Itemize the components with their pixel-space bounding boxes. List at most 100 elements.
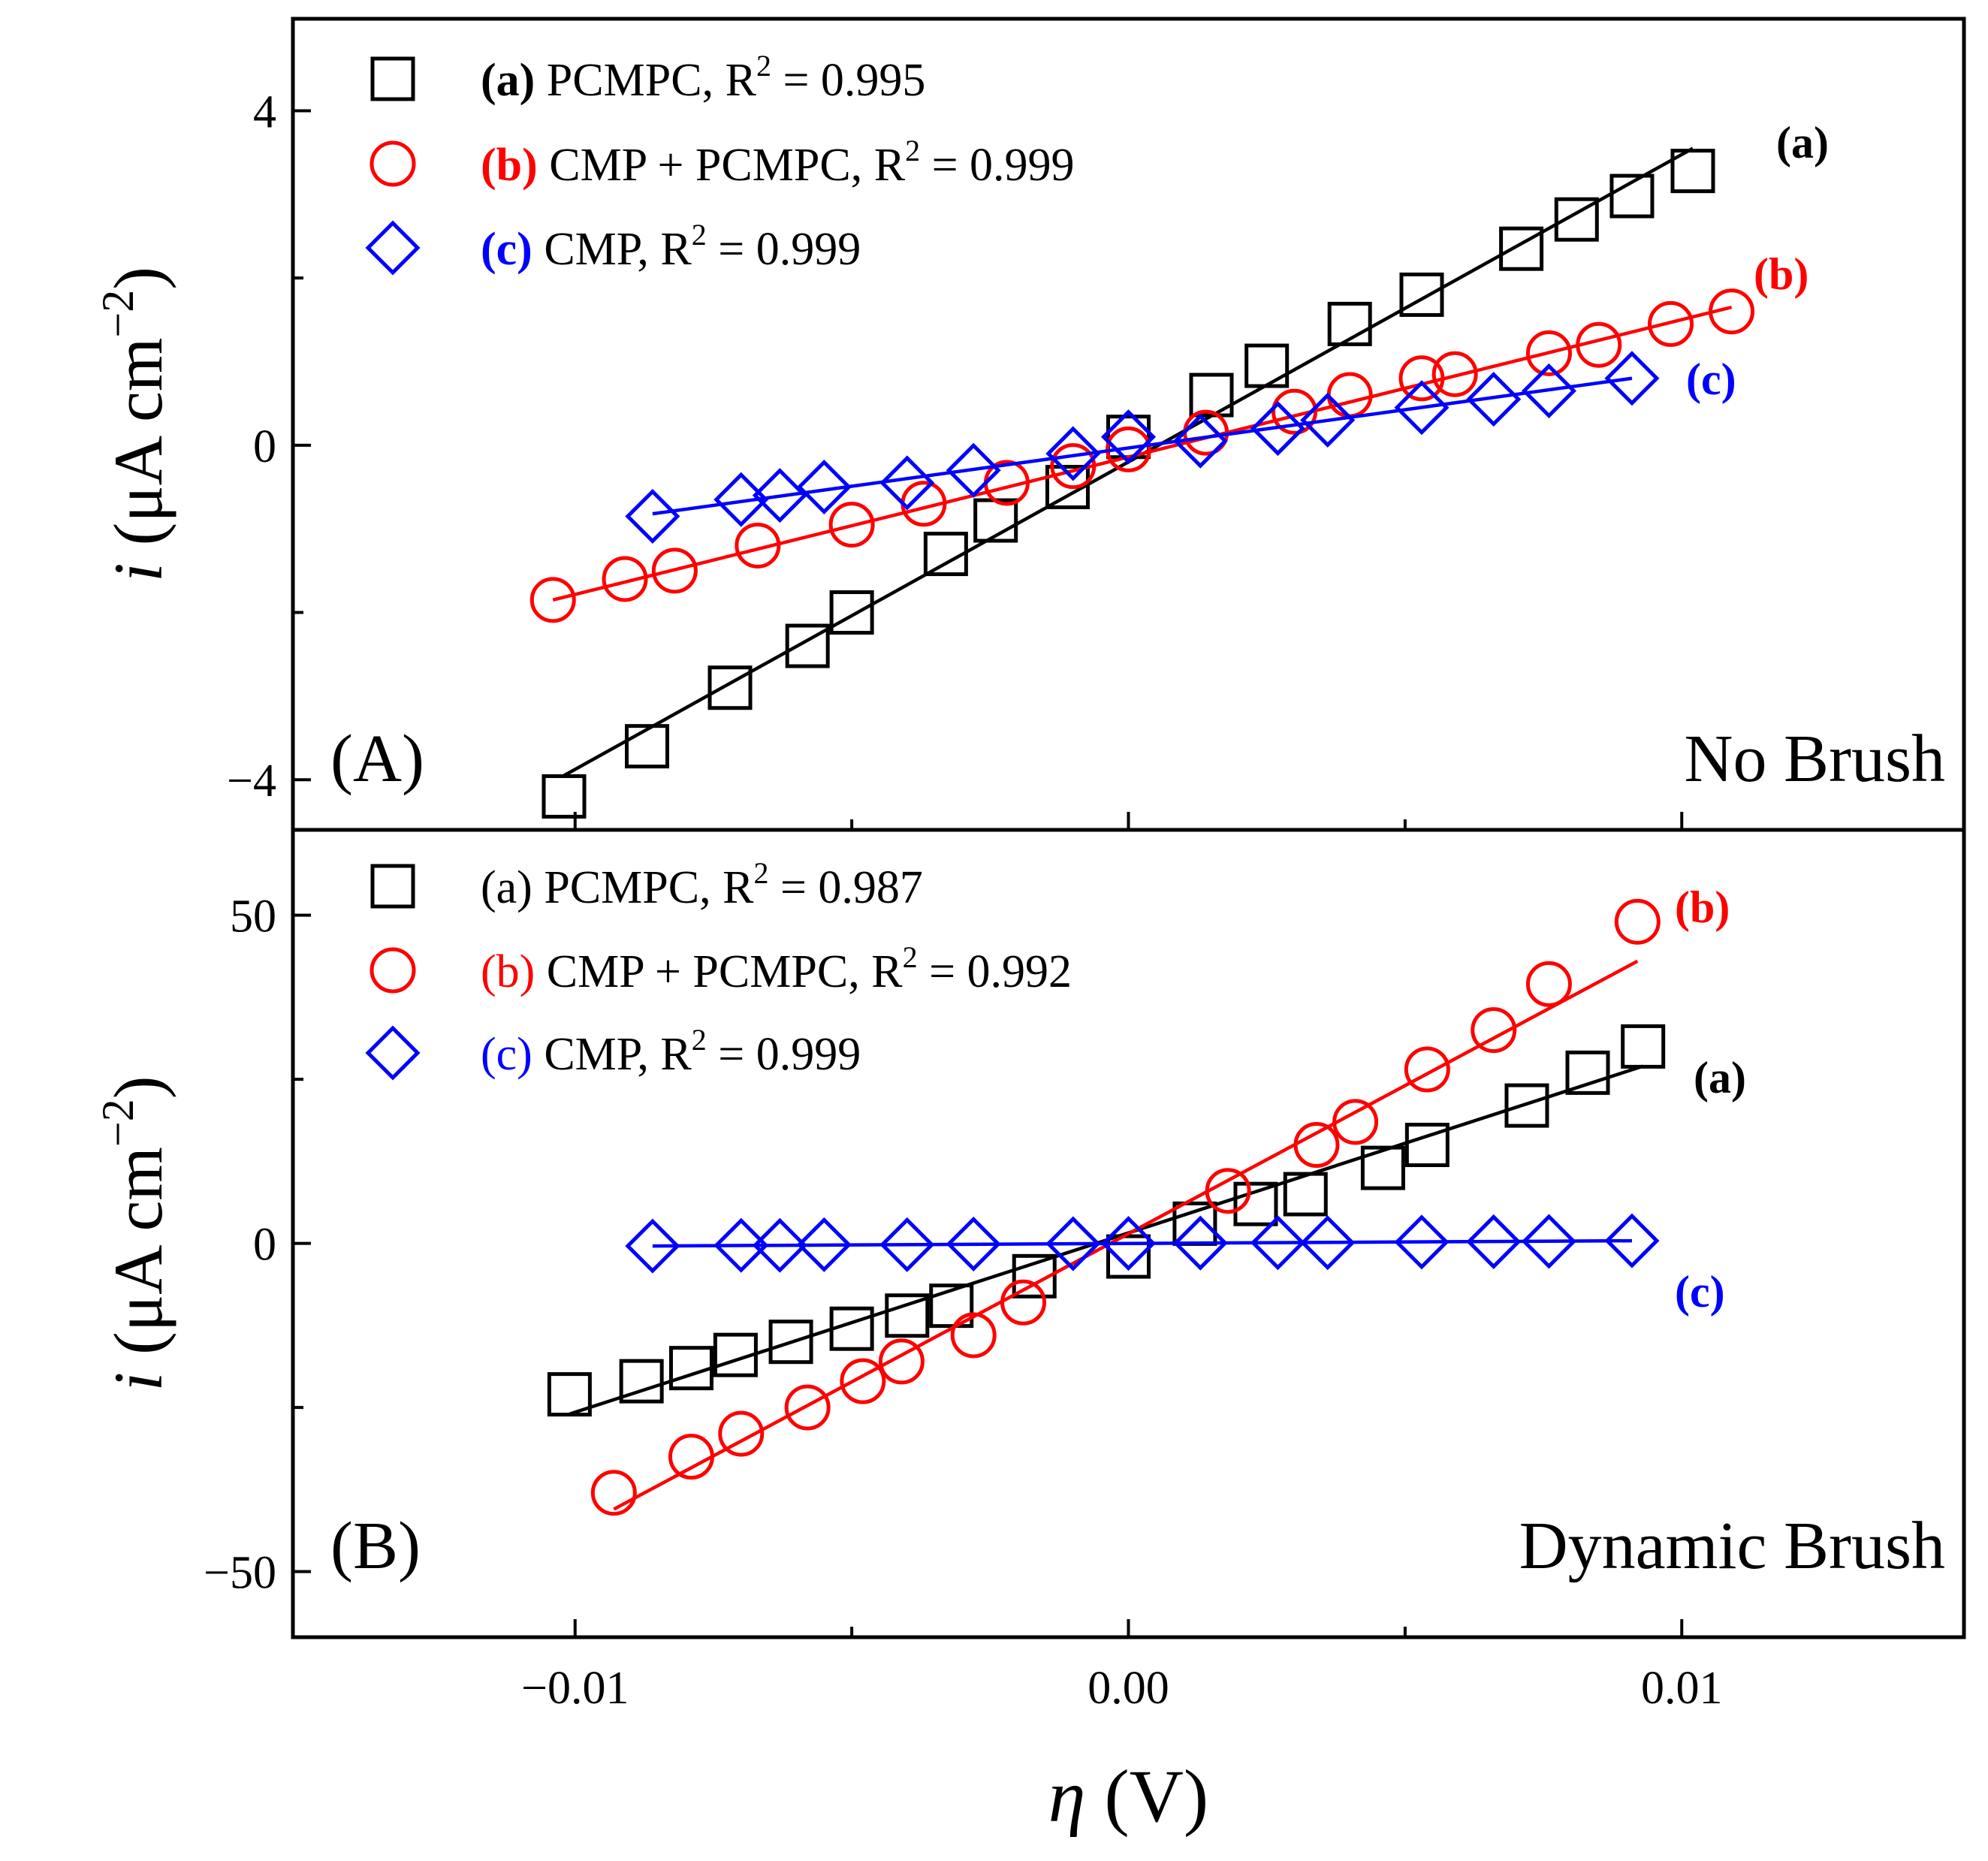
data-point-c	[1172, 413, 1228, 469]
data-point-b	[1648, 300, 1694, 347]
data-point-b	[1525, 330, 1572, 376]
data-point-b	[590, 1470, 637, 1516]
data-point-b	[1332, 1099, 1379, 1145]
data-point-a	[1504, 1083, 1549, 1128]
data-point-c	[879, 455, 935, 511]
data-point-b	[1576, 321, 1622, 368]
data-point-a	[619, 1359, 664, 1404]
data-point-a	[1399, 272, 1444, 317]
x-axis-title: η (V)	[1048, 1754, 1208, 1838]
data-point-a	[707, 665, 753, 710]
data-point-a	[1499, 226, 1544, 271]
y-axis-unit: (μA cm	[100, 338, 176, 546]
legend-letter-a: (a)	[481, 55, 535, 106]
data-point-a	[1327, 301, 1372, 346]
y-axis-unit-close: )	[100, 267, 176, 290]
data-point-b	[1205, 1168, 1251, 1214]
data-point-c	[946, 442, 1001, 498]
legend-entry-b: (b) CMP + PCMPC, R2 = 0.999	[481, 134, 1075, 191]
legend-name-c: CMP, R	[532, 1029, 692, 1080]
data-point-a	[1565, 1050, 1610, 1095]
data-point-a	[668, 1346, 713, 1391]
legend-entry-a: (a) PCMPC, R2 = 0.995	[481, 49, 925, 106]
condition-label: No Brush	[1684, 722, 1945, 796]
data-point-a	[829, 1306, 874, 1351]
data-point-c	[1300, 392, 1356, 448]
data-point-a	[1621, 1024, 1666, 1069]
series-end-label-a: (a)	[1694, 1053, 1746, 1102]
data-point-b	[651, 547, 698, 594]
data-point-c	[1045, 426, 1101, 481]
data-point-a	[1609, 173, 1655, 219]
legend-entry-c: (c) CMP, R2 = 0.999	[481, 1023, 861, 1080]
data-point-a	[541, 774, 587, 819]
data-point-a	[1404, 1123, 1450, 1168]
data-point-a	[1045, 465, 1090, 510]
data-point-c	[1466, 372, 1522, 427]
x-tick-label: −0.01	[521, 1663, 629, 1714]
legend-r2-value-b: = 0.992	[918, 946, 1072, 997]
data-point-a	[923, 532, 968, 577]
data-point-c	[1394, 1214, 1450, 1270]
data-point-b	[1471, 1007, 1517, 1054]
data-point-c	[1604, 351, 1660, 406]
data-point-b	[1614, 898, 1661, 945]
data-point-a	[547, 1372, 592, 1417]
legend-marker-b	[370, 140, 416, 187]
data-point-b	[878, 1338, 925, 1385]
series-end-label-c: (c)	[1675, 1267, 1725, 1317]
panel-label: (B)	[330, 1509, 421, 1583]
panel-a: 40−4(a)(b)(c)(a) PCMPC, R2 = 0.995(b) CM…	[93, 17, 1966, 832]
y-tick-label: 0	[253, 421, 276, 472]
data-point-c	[1172, 1215, 1228, 1271]
data-point-c	[625, 1218, 680, 1274]
legend-marker-a	[370, 864, 415, 909]
data-point-b	[784, 1384, 831, 1431]
data-point-a	[829, 590, 874, 635]
data-point-c	[946, 1216, 1001, 1272]
data-point-c	[796, 1217, 852, 1272]
data-point-b	[1000, 1279, 1047, 1326]
legend-entry-b: (b) CMP + PCMPC, R2 = 0.992	[481, 940, 1072, 997]
legend-letter-a: (a)	[481, 862, 532, 913]
data-point-a	[1670, 149, 1715, 194]
legend-name-b: CMP + PCMPC, R	[538, 140, 906, 191]
series-end-label-a: (a)	[1776, 118, 1829, 167]
data-point-b	[602, 556, 648, 602]
series-end-label-b: (b)	[1675, 882, 1730, 932]
data-point-a	[625, 724, 670, 769]
legend-r2-value-c: = 0.999	[707, 224, 861, 275]
y-axis-title: i (μA cm−2)	[93, 1076, 176, 1392]
legend-r2-superscript: 2	[692, 218, 707, 252]
legend-r2-value-c: = 0.999	[707, 1029, 861, 1080]
data-point-a	[1189, 373, 1234, 418]
x-tick-label: 0.01	[1641, 1663, 1723, 1714]
legend-r2-value-b: = 0.999	[920, 140, 1074, 191]
data-point-c	[796, 459, 852, 515]
y-tick-label: −50	[204, 1548, 276, 1599]
series-end-label-c: (c)	[1686, 354, 1736, 404]
fit-line-b	[552, 305, 1733, 602]
y-tick-label: 4	[253, 86, 276, 137]
data-point-a	[1012, 1253, 1057, 1298]
legend-letter-b: (b)	[481, 946, 535, 997]
x-tick-label: 0.00	[1088, 1663, 1169, 1714]
data-point-c	[1394, 380, 1450, 436]
data-point-b	[1709, 288, 1755, 335]
data-point-c	[752, 468, 807, 523]
x-axis-symbol: η	[1048, 1754, 1105, 1838]
legend-r2-superscript: 2	[905, 134, 920, 167]
y-axis-unit: (μA cm	[100, 1147, 176, 1355]
legend-marker-b	[370, 947, 416, 994]
data-point-c	[1250, 401, 1305, 457]
series-b	[590, 898, 1661, 1516]
series-c	[625, 1213, 1660, 1274]
data-point-b	[529, 577, 576, 623]
data-point-b	[840, 1358, 886, 1404]
y-tick-label: −4	[227, 756, 276, 807]
data-point-c	[1521, 1214, 1576, 1269]
data-point-b	[1431, 351, 1478, 397]
legend-marker-c	[365, 1025, 421, 1081]
legend-entry-a: (a) PCMPC, R2 = 0.987	[481, 856, 923, 913]
data-point-b	[718, 1410, 765, 1457]
